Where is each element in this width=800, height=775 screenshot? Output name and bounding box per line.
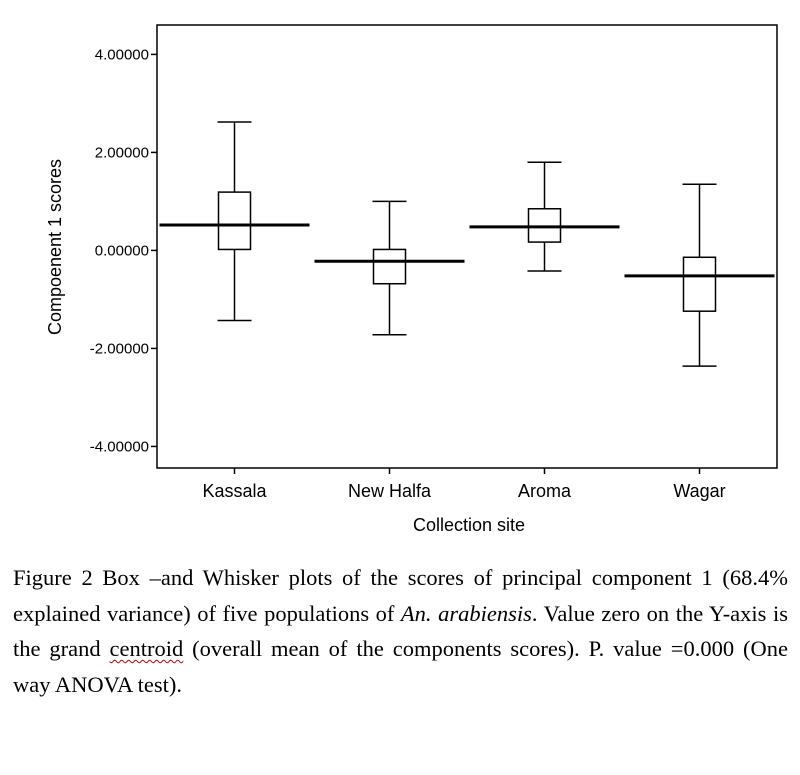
interquartile-box — [682, 256, 717, 312]
y-axis-ticks: -4.00000 -2.00000 0.00000 2.00000 4.00000 — [90, 46, 157, 455]
caption-text-2: . Value zero on the Y-axis is the grand — [13, 600, 788, 662]
interquartile-box — [372, 248, 407, 285]
figure-caption: Figure 2 Box –and Whisker plots of the s… — [13, 560, 788, 702]
x-tick-label: Kassala — [202, 481, 267, 501]
interquartile-box — [217, 191, 252, 251]
plot-frame — [156, 24, 778, 469]
caption-text-3: (overall mean of the components scores).… — [13, 636, 789, 697]
x-tick-label: Wagar — [673, 481, 725, 501]
y-tick-label: 4.00000 — [95, 46, 149, 63]
box-aroma — [469, 161, 620, 272]
box-kassala — [159, 121, 310, 322]
plot-border — [156, 24, 778, 469]
box-new-halfa — [314, 200, 465, 336]
x-tick-label: New Halfa — [348, 481, 432, 501]
y-axis-title: Compoenent 1 scores — [45, 159, 65, 335]
y-tick-label: -2.00000 — [90, 340, 149, 357]
x-tick-label: Aroma — [518, 481, 572, 501]
y-tick-label: 0.00000 — [95, 242, 149, 259]
x-axis-title: Collection site — [413, 515, 525, 535]
caption-text-1: Figure 2 Box –and Whisker plots of the s… — [13, 565, 788, 626]
y-tick-label: -4.00000 — [90, 438, 149, 455]
box-wagar — [624, 183, 775, 367]
y-tick-label: 2.00000 — [95, 144, 149, 161]
caption-underlined-word: centroid — [109, 636, 184, 661]
caption-species: An. arabiensis — [400, 600, 532, 626]
boxes — [159, 121, 775, 367]
box-plot-chart: -4.00000 -2.00000 0.00000 2.00000 4.00000 Ka… — [45, 24, 778, 535]
x-axis-ticks: Kassala New Halfa Aroma Wagar — [202, 468, 726, 501]
